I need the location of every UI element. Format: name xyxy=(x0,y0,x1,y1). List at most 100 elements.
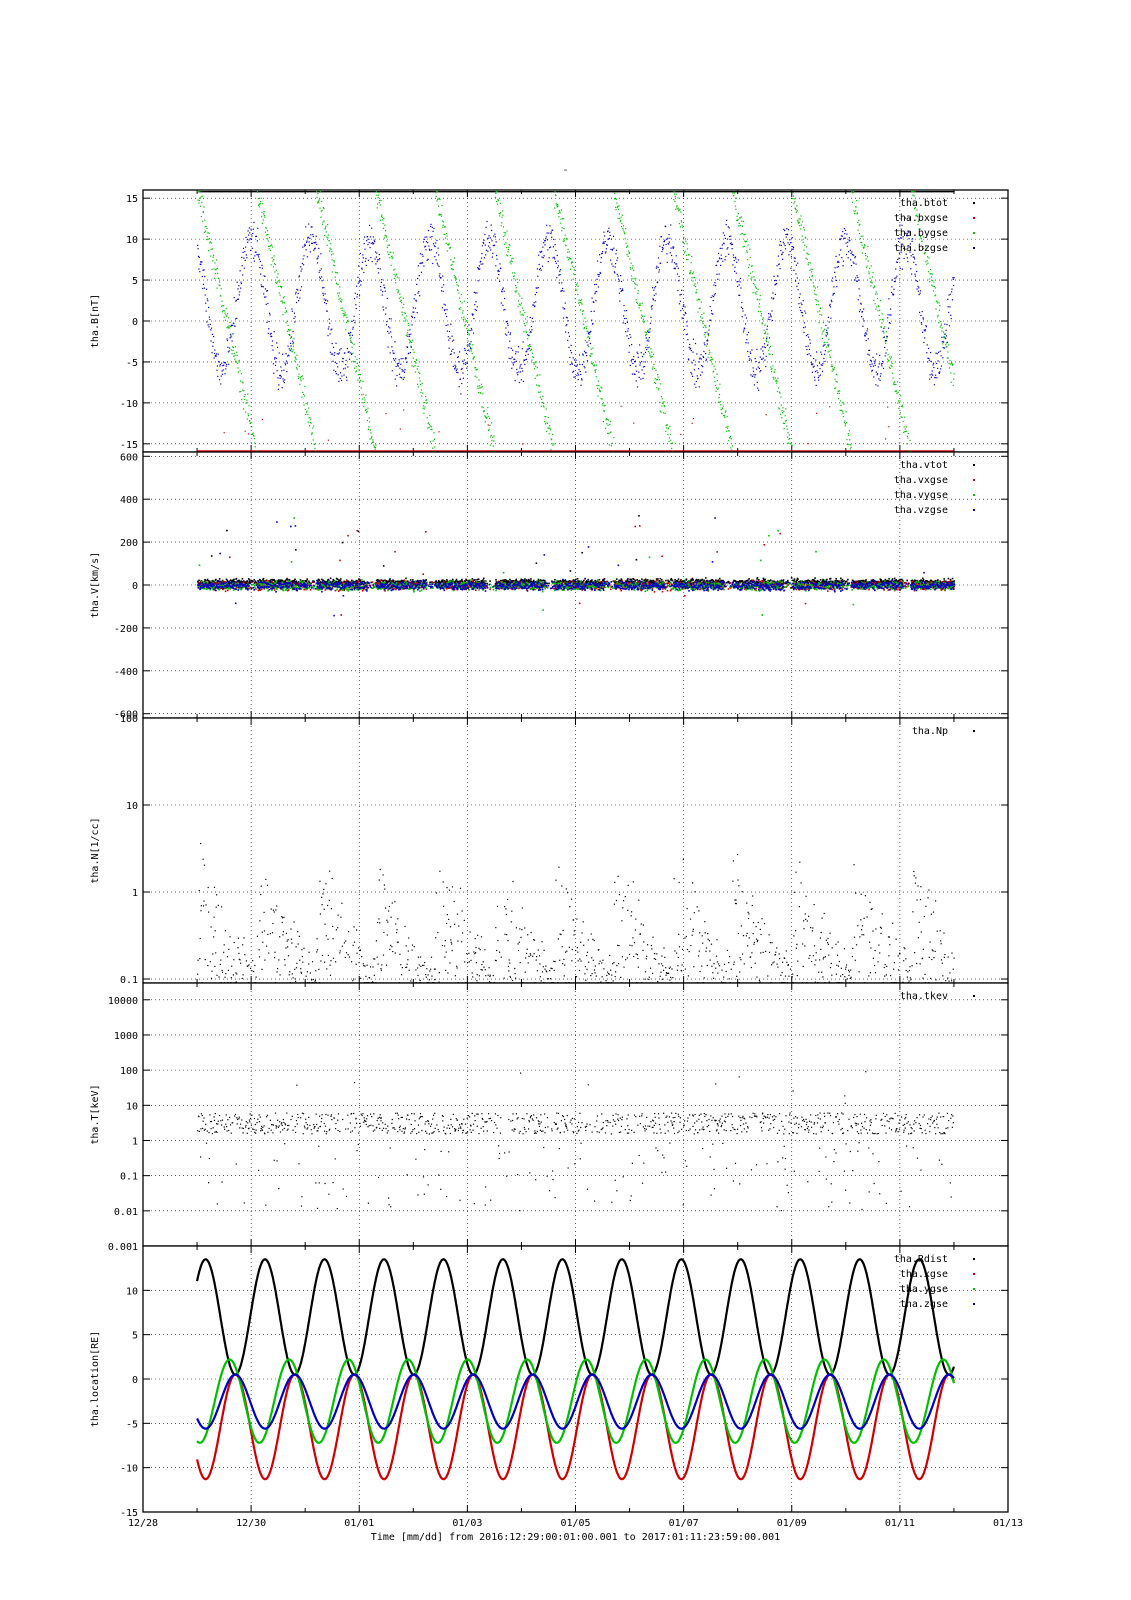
data-point xyxy=(715,387,718,389)
data-point xyxy=(377,194,380,196)
data-point xyxy=(696,289,698,291)
data-point xyxy=(288,334,290,336)
data-point xyxy=(407,329,409,331)
data-point xyxy=(557,203,559,206)
data-point xyxy=(632,280,634,282)
data-point xyxy=(374,446,377,449)
data-point xyxy=(487,415,489,417)
data-point xyxy=(413,351,415,353)
data-point xyxy=(617,217,619,220)
data-point xyxy=(324,228,326,230)
data-point xyxy=(467,330,469,332)
data-point xyxy=(415,358,417,361)
data-point xyxy=(605,419,607,421)
data-point xyxy=(446,250,448,252)
data-point xyxy=(518,293,520,295)
data-point xyxy=(362,380,364,382)
data-point xyxy=(327,224,329,226)
data-point xyxy=(487,424,489,426)
data-point xyxy=(409,342,411,344)
data-point xyxy=(643,315,645,317)
data-point xyxy=(689,273,691,275)
data-point xyxy=(740,233,742,235)
data-point xyxy=(708,353,710,355)
data-point xyxy=(258,206,261,208)
data-point xyxy=(490,436,492,438)
data-point xyxy=(406,332,409,334)
data-point xyxy=(303,393,305,395)
data-point xyxy=(693,277,695,279)
data-point xyxy=(284,302,286,304)
data-point xyxy=(448,243,450,246)
data-point xyxy=(543,406,545,408)
data-point xyxy=(460,307,462,309)
data-point xyxy=(308,425,311,427)
data-point xyxy=(692,271,694,273)
data-point xyxy=(586,330,589,332)
data-point xyxy=(333,260,335,262)
data-point xyxy=(573,269,575,271)
data-point xyxy=(399,300,401,302)
data-point xyxy=(691,277,693,279)
data-point xyxy=(681,221,683,223)
data-point xyxy=(370,437,372,439)
data-point xyxy=(526,316,528,318)
data-point xyxy=(725,426,727,428)
data-point xyxy=(521,297,523,299)
data-point xyxy=(384,224,386,226)
data-point xyxy=(525,330,527,332)
data-point xyxy=(671,447,673,449)
data-point xyxy=(356,358,358,360)
data-point xyxy=(463,316,465,318)
data-point xyxy=(639,304,641,306)
data-point xyxy=(246,399,248,401)
data-point xyxy=(309,421,311,424)
data-point xyxy=(201,201,203,203)
data-point xyxy=(419,380,421,382)
data-point xyxy=(498,213,500,215)
data-point xyxy=(267,233,269,236)
data-point xyxy=(295,358,297,360)
data-point xyxy=(512,257,514,259)
data-point xyxy=(234,346,237,348)
data-point xyxy=(285,322,287,324)
data-point xyxy=(440,215,443,217)
data-point xyxy=(623,225,625,227)
data-point xyxy=(552,433,554,435)
data-point xyxy=(500,211,502,214)
data-point xyxy=(295,357,297,359)
data-point xyxy=(345,322,348,324)
data-point xyxy=(298,377,300,379)
data-point xyxy=(358,376,361,379)
data-point xyxy=(651,351,653,353)
data-point xyxy=(266,230,269,232)
data-point xyxy=(260,197,262,199)
data-point xyxy=(497,198,499,200)
data-point xyxy=(457,285,459,287)
data-point xyxy=(603,410,605,413)
data-point xyxy=(530,349,533,351)
data-point xyxy=(734,192,736,194)
data-point xyxy=(410,345,412,347)
data-point xyxy=(544,421,546,423)
data-point xyxy=(213,277,216,279)
data-point xyxy=(689,271,692,273)
data-point xyxy=(235,361,237,363)
data-point xyxy=(488,417,491,419)
data-point xyxy=(377,197,379,199)
data-point xyxy=(493,440,495,442)
data-point xyxy=(252,433,254,435)
data-point xyxy=(337,283,339,286)
data-point xyxy=(445,237,447,239)
data-point xyxy=(643,322,645,324)
data-point xyxy=(544,416,546,418)
data-point xyxy=(247,415,250,417)
data-point xyxy=(207,232,209,234)
data-point xyxy=(714,381,716,383)
data-point xyxy=(478,385,480,387)
data-point xyxy=(404,320,406,322)
data-point xyxy=(281,300,283,302)
data-point xyxy=(718,397,720,399)
data-point xyxy=(575,284,578,286)
data-point xyxy=(430,426,433,428)
